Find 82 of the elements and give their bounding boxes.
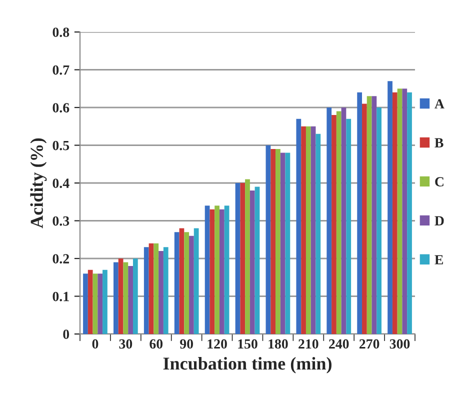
bar xyxy=(179,228,184,334)
legend-label: B xyxy=(434,138,444,148)
legend-label: E xyxy=(434,255,443,264)
bar xyxy=(397,88,402,334)
bar xyxy=(189,236,194,334)
x-tick-label: 90 xyxy=(180,339,194,349)
bar xyxy=(204,206,210,334)
legend-label: D xyxy=(434,216,444,226)
bar xyxy=(240,183,246,334)
bar xyxy=(392,92,398,334)
bar xyxy=(346,118,352,334)
x-tick-label: 240 xyxy=(329,339,349,349)
bar xyxy=(280,152,286,334)
bar xyxy=(306,126,311,334)
y-tick-label: 0.6 xyxy=(52,103,70,113)
x-tick-label: 210 xyxy=(298,339,318,349)
bar xyxy=(163,247,168,334)
y-tick-label: 0.5 xyxy=(52,140,70,150)
bar xyxy=(154,243,159,334)
bar xyxy=(132,258,138,334)
bar xyxy=(184,232,190,334)
bar xyxy=(128,266,133,334)
bar xyxy=(92,274,98,334)
y-tick-label: 0.1 xyxy=(52,292,69,302)
bar xyxy=(98,274,103,334)
bar xyxy=(250,190,255,334)
x-tick-label: 180 xyxy=(268,339,288,349)
bar xyxy=(174,232,180,334)
bar xyxy=(114,262,118,334)
x-tick-label: 30 xyxy=(119,339,132,349)
bar xyxy=(332,115,336,334)
bar xyxy=(214,206,220,334)
y-tick-label: 0 xyxy=(63,330,70,339)
bar xyxy=(102,270,108,334)
x-tick-label: 270 xyxy=(359,339,380,349)
bar xyxy=(316,134,321,334)
bar xyxy=(366,96,372,334)
bar xyxy=(194,228,199,334)
bar xyxy=(376,108,382,334)
bar xyxy=(336,111,342,334)
x-tick-label: 60 xyxy=(150,339,163,349)
bar xyxy=(270,149,276,334)
bar xyxy=(83,274,88,334)
y-axis-title: Acidity (%) xyxy=(30,138,47,228)
bar xyxy=(296,118,302,334)
bar xyxy=(276,149,280,334)
bar xyxy=(245,179,250,334)
x-tick-label: 0 xyxy=(92,339,98,349)
bar xyxy=(235,183,240,334)
bar xyxy=(341,108,346,334)
bar xyxy=(158,250,164,334)
bar xyxy=(224,206,230,334)
x-tick-label: 120 xyxy=(208,339,227,349)
bar xyxy=(88,270,93,334)
bar xyxy=(362,104,367,334)
bar xyxy=(301,126,306,334)
x-axis-title: Incubation time (min) xyxy=(163,357,332,374)
bar xyxy=(326,108,332,334)
bar xyxy=(266,145,271,334)
bar xyxy=(118,258,124,334)
bar xyxy=(388,81,392,334)
bar xyxy=(285,152,290,334)
bar xyxy=(219,209,224,334)
bar xyxy=(407,92,412,334)
bar xyxy=(144,247,149,334)
y-tick-label: 0.8 xyxy=(52,28,70,38)
legend-label: C xyxy=(435,177,444,186)
y-tick-label: 0.4 xyxy=(52,178,70,188)
bar xyxy=(123,262,128,334)
x-tick-label: 300 xyxy=(390,339,410,349)
bar xyxy=(148,243,154,334)
y-tick-label: 0.3 xyxy=(52,216,70,226)
bar xyxy=(310,126,316,334)
y-tick-label: 0.2 xyxy=(52,254,69,264)
bar xyxy=(372,96,377,334)
bar xyxy=(210,209,215,334)
bar xyxy=(402,88,408,334)
bar xyxy=(357,92,362,334)
legend-label: A xyxy=(434,99,444,108)
y-tick-label: 0.7 xyxy=(52,65,70,75)
bar xyxy=(254,186,260,334)
x-tick-label: 150 xyxy=(238,339,258,349)
